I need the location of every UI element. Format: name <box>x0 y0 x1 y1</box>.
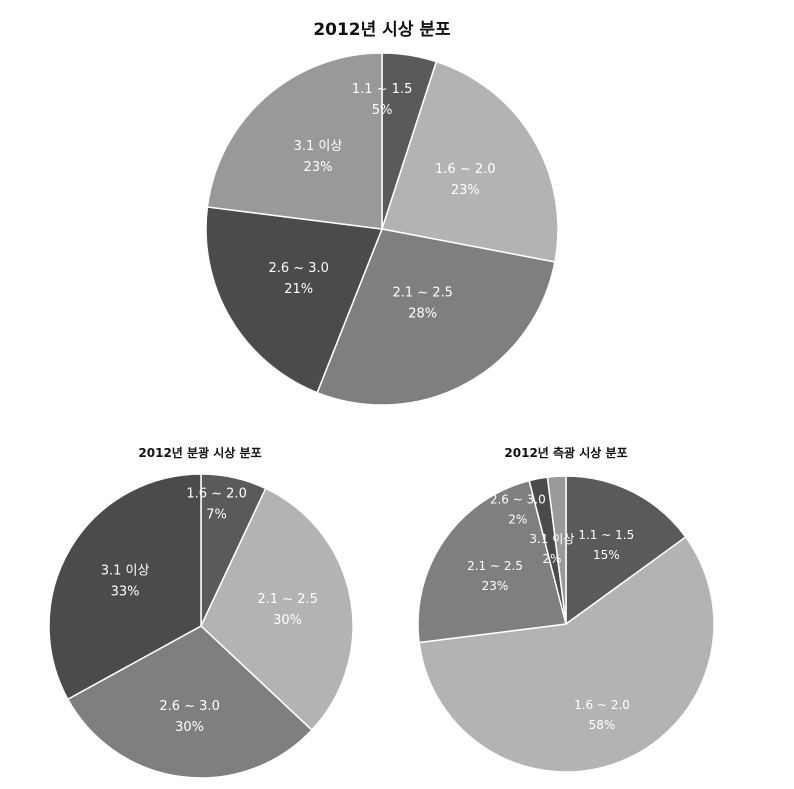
pie-slice <box>200 487 354 732</box>
slice-category-label: 1.1 ~ 1.5 <box>352 82 413 97</box>
pie-slice <box>316 228 556 406</box>
pie-slice <box>48 473 202 701</box>
slice-value-label: 2% <box>542 552 561 566</box>
pie-slice <box>66 625 313 779</box>
pie-slice <box>381 60 559 263</box>
pie-slices <box>48 473 354 779</box>
slice-category-label: 3.1 이상 <box>294 139 343 154</box>
slice-value-label: 33% <box>111 585 140 600</box>
pie-slice <box>205 206 384 394</box>
slice-value-label: 7% <box>206 508 227 523</box>
slice-category-label: 3.1 이상 <box>529 532 574 546</box>
slice-category-label: 1.1 ~ 1.5 <box>578 528 634 542</box>
chart-title: 2012년 시상 분포 <box>313 20 451 40</box>
slice-value-label: 5% <box>372 103 393 118</box>
chart-title: 2012년 분광 시상 분포 <box>138 445 261 460</box>
pie-slice <box>418 535 715 773</box>
slice-value-label: 58% <box>589 718 616 732</box>
pie-labels: 1.6 ~ 2.0 7% 2.1 ~ 2.5 30% 2.6 ~ 3.0 30% 3.1 이… <box>101 487 318 736</box>
pie-slices <box>417 475 715 773</box>
pie-labels: 1.1 ~ 1.5 5% 1.6 ~ 2.0 23% 2.1 ~ 2.5 28% 2.6 ~… <box>268 82 495 322</box>
slice-category-label: 2.1 ~ 2.5 <box>467 559 523 573</box>
pie-chart-spectroscopic: 2012년 분광 시상 분포 1.6 ~ 2.0 7% 2.1 ~ 2.5 30% 2.… <box>48 445 354 779</box>
slice-value-label: 30% <box>175 720 204 735</box>
slice-value-label: 30% <box>273 613 302 628</box>
slice-category-label: 1.6 ~ 2.0 <box>186 487 247 502</box>
slice-category-label: 2.6 ~ 3.0 <box>268 261 329 276</box>
pie-chart-photometric: 2012년 측광 시상 분포 1.1 ~ 1.5 15% 1.6 ~ 2.0 58% 2… <box>417 445 715 773</box>
slice-value-label: 23% <box>482 579 509 593</box>
slice-category-label: 2.6 ~ 3.0 <box>490 493 546 507</box>
slice-value-label: 23% <box>451 183 480 198</box>
pie-slice <box>417 479 567 644</box>
slice-category-label: 2.6 ~ 3.0 <box>159 699 220 714</box>
pie-chart-overall: 2012년 시상 분포 1.1 ~ 1.5 5% 1.6 ~ 2.0 23% 2.1 ~… <box>205 20 559 406</box>
slice-category-label: 3.1 이상 <box>101 564 150 579</box>
slice-value-label: 21% <box>284 282 313 297</box>
slice-value-label: 28% <box>408 307 437 322</box>
slice-value-label: 15% <box>593 548 620 562</box>
slice-category-label: 2.1 ~ 2.5 <box>257 592 318 607</box>
chart-title: 2012년 측광 시상 분포 <box>504 445 627 460</box>
pie-slices <box>205 52 559 406</box>
slice-category-label: 1.6 ~ 2.0 <box>574 698 630 712</box>
slice-category-label: 2.1 ~ 2.5 <box>392 286 453 301</box>
pie-slice <box>206 52 383 230</box>
slice-value-label: 23% <box>304 160 333 175</box>
slice-value-label: 2% <box>508 513 527 527</box>
pie-labels: 1.1 ~ 1.5 15% 1.6 ~ 2.0 58% 2.1 ~ 2.5 23% 2.6 … <box>467 493 634 732</box>
pie-slice <box>546 475 567 625</box>
slice-category-label: 1.6 ~ 2.0 <box>435 162 496 177</box>
pie-slice <box>565 475 687 626</box>
